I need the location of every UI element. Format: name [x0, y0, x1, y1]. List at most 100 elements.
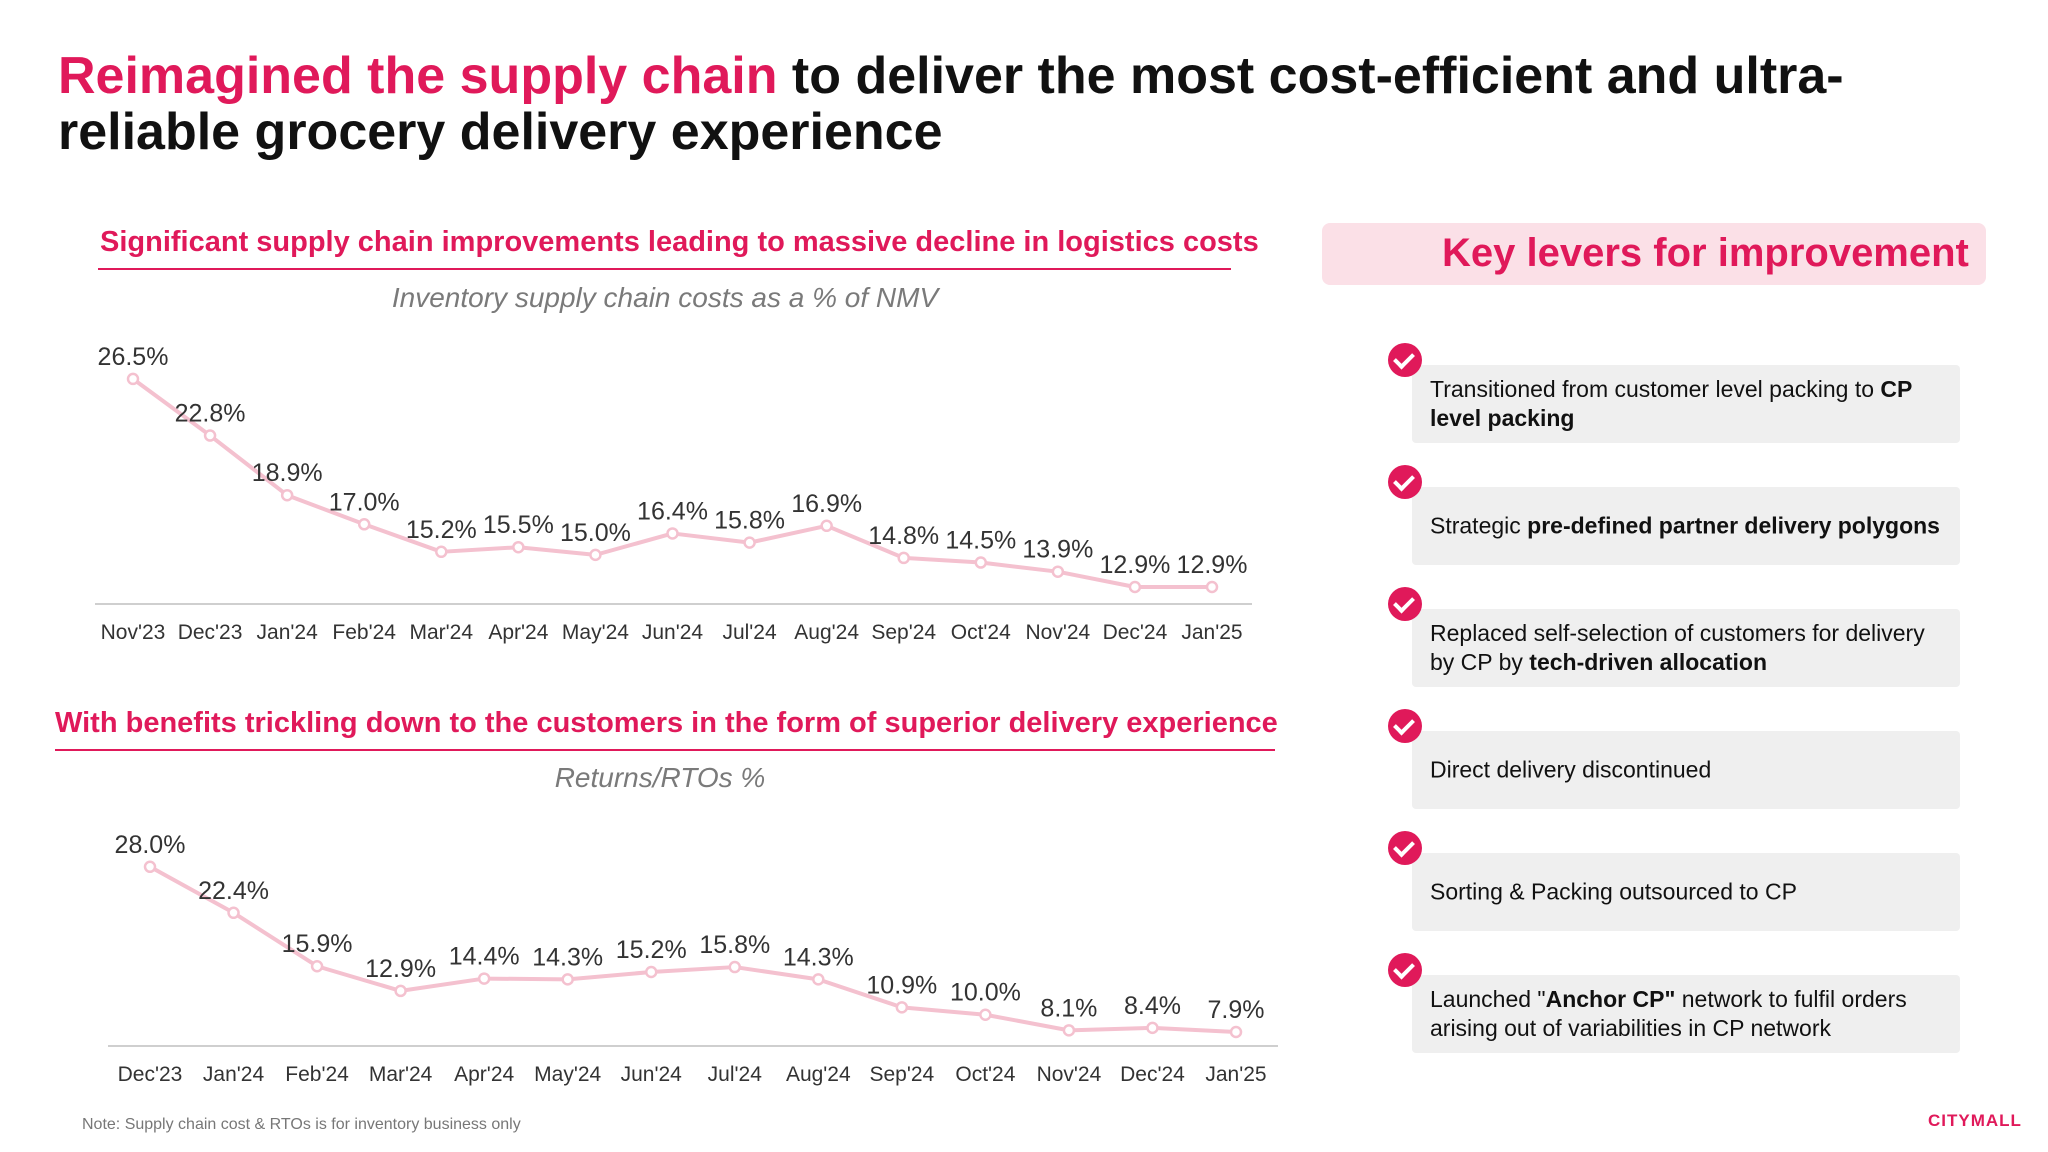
chart2-point: [477, 972, 491, 985]
chart1-tick-label: Jun'24: [642, 621, 704, 644]
chart2-point: [143, 860, 157, 874]
lever-text-part: network to fulfil orders arising out of …: [1430, 986, 1907, 1041]
chart2-tick-label: Jun'24: [621, 1063, 683, 1086]
chart1-tick-label: Dec'24: [1103, 621, 1168, 644]
chart2-series-line: [149, 865, 1237, 1034]
lever-text-part: Strategic: [1430, 512, 1528, 539]
chart1-tick-label: Jul'24: [722, 621, 777, 644]
chart1-tick-label: Feb'24: [332, 621, 396, 644]
chart1-data-label: 14.8%: [868, 522, 939, 550]
check-circle-icon: [1388, 831, 1422, 865]
chart2-tick-label: Nov'24: [1037, 1063, 1102, 1086]
chart1-data-label: 26.5%: [98, 343, 169, 371]
chart2-point: [561, 973, 574, 986]
lever-text: Direct delivery discontinued: [1430, 756, 1946, 785]
check-circle-icon: [1388, 343, 1422, 377]
chart2-data-label: 8.1%: [1040, 994, 1097, 1022]
citymall-logo: CITYMALL: [1928, 1111, 2022, 1130]
chart2-tick-label: Jan'24: [203, 1063, 265, 1086]
lever-item: Strategic pre-defined partner delivery p…: [1412, 487, 1960, 565]
section1-rule: [98, 268, 1231, 270]
check-circle-icon: [1388, 953, 1422, 987]
lever-item: Direct delivery discontinued: [1412, 731, 1960, 809]
lever-text-part: Replaced self-selection of customers for…: [1430, 620, 1925, 675]
chart1-data-label: 18.9%: [252, 459, 323, 487]
chart1-tick-label: Oct'24: [951, 621, 1011, 644]
chart2-point: [227, 906, 240, 920]
chart2-tick-label: Feb'24: [285, 1063, 349, 1086]
chart1-point: [126, 372, 140, 386]
chart1-tick-label: Jan'24: [257, 621, 319, 644]
chart1-point: [897, 551, 910, 565]
lever-text: Launched "Anchor CP" network to fulfil o…: [1430, 985, 1946, 1043]
lever-text-bold: Anchor CP": [1545, 986, 1676, 1012]
chart2-point: [1229, 1025, 1243, 1039]
chart2-point: [644, 965, 658, 979]
chart2-tick-label: Mar'24: [369, 1063, 433, 1086]
chart1-data-label: 16.4%: [637, 497, 708, 525]
chart1-data-label: 22.8%: [175, 400, 246, 428]
chart1-data-label: 14.5%: [945, 527, 1016, 555]
chart2-data-label: 10.0%: [950, 979, 1021, 1007]
chart1-data-label: 12.9%: [1099, 551, 1170, 579]
chart2-tick-label: Jan'25: [1205, 1063, 1266, 1086]
section1-heading: Significant supply chain improvements le…: [100, 226, 1259, 258]
chart1-point: [589, 548, 602, 562]
chart2-data-label: 28.0%: [115, 831, 186, 859]
chart2-tick-label: Aug'24: [786, 1063, 851, 1086]
chart1-data-label: 15.0%: [560, 519, 631, 547]
chart2-point: [895, 1001, 909, 1014]
lever-item: Sorting & Packing outsourced to CP: [1412, 853, 1960, 931]
chart2-tick-label: Oct'24: [955, 1063, 1015, 1086]
chart2-tick-label: Jul'24: [708, 1063, 763, 1086]
chart1-data-label: 17.0%: [329, 488, 400, 516]
chart2-data-label: 15.2%: [616, 936, 687, 964]
chart1-point: [280, 488, 294, 502]
check-circle-icon: [1388, 709, 1422, 743]
chart1-point: [974, 556, 988, 569]
chart2-point: [394, 984, 407, 998]
chart2-data-label: 10.9%: [866, 971, 937, 999]
chart2-point: [1146, 1021, 1159, 1035]
key-levers-title: Key levers for improvement: [1442, 231, 1969, 275]
chart1-tick-label: Nov'23: [101, 621, 166, 644]
chart2-svg: 28.0% Dec'23 22.4% Jan'24 15.9% Feb'24 12.9% Ma…: [108, 831, 1278, 1086]
chart2-title: Returns/RTOs %: [554, 762, 766, 793]
lever-text-bold: pre-defined partner delivery polygons: [1527, 512, 1940, 539]
chart2-data-label: 14.4%: [449, 943, 520, 971]
chart1-title: Inventory supply chain costs as a % of N…: [391, 282, 939, 313]
chart2-data-label: 7.9%: [1208, 996, 1265, 1024]
chart1-tick-label: Nov'24: [1025, 621, 1090, 644]
chart1-point: [1128, 580, 1142, 594]
chart2-tick-label: Dec'24: [1120, 1063, 1185, 1086]
chart2-tick-label: Dec'23: [118, 1063, 183, 1086]
lever-text: Strategic pre-defined partner delivery p…: [1430, 512, 1946, 541]
chart2-data-label: 14.3%: [783, 943, 854, 971]
chart2-data-label: 8.4%: [1124, 992, 1181, 1020]
section2-heading: With benefits trickling down to the cust…: [55, 707, 1278, 739]
chart2-data-label: 14.3%: [532, 943, 603, 971]
lever-item: Replaced self-selection of customers for…: [1412, 609, 1960, 687]
lever-item: Launched "Anchor CP" network to fulfil o…: [1412, 975, 1960, 1053]
section2-rule: [55, 749, 1275, 751]
lever-text-bold: tech-driven allocation: [1529, 649, 1768, 675]
chart2-data-label: 15.9%: [282, 930, 353, 958]
key-levers-header: Key levers for improvement: [1322, 223, 1986, 285]
page-title-accent: Reimagined the supply chain: [58, 47, 778, 105]
chart1-point: [512, 540, 525, 554]
lever-item: Transitioned from customer level packing…: [1412, 365, 1960, 443]
chart2-data-label: 15.8%: [699, 931, 770, 959]
lever-text-part: Launched ": [1430, 986, 1546, 1012]
chart2-point: [1062, 1024, 1076, 1037]
chart1-svg: 26.5% Nov'23 22.8% Dec'23 18.9% Jan'24 17.0% Fe…: [95, 343, 1252, 644]
chart1-tick-label: Dec'23: [178, 621, 243, 644]
chart2-tick-label: Sep'24: [869, 1063, 934, 1086]
lever-text: Replaced self-selection of customers for…: [1430, 619, 1946, 677]
chart2-point: [728, 960, 742, 974]
chart2-point: [310, 959, 324, 973]
chart1-point: [1205, 580, 1219, 594]
chart1-point: [820, 519, 833, 533]
chart1-data-label: 12.9%: [1177, 551, 1248, 579]
chart1-data-label: 15.5%: [483, 511, 554, 539]
check-circle-icon: [1388, 587, 1422, 621]
